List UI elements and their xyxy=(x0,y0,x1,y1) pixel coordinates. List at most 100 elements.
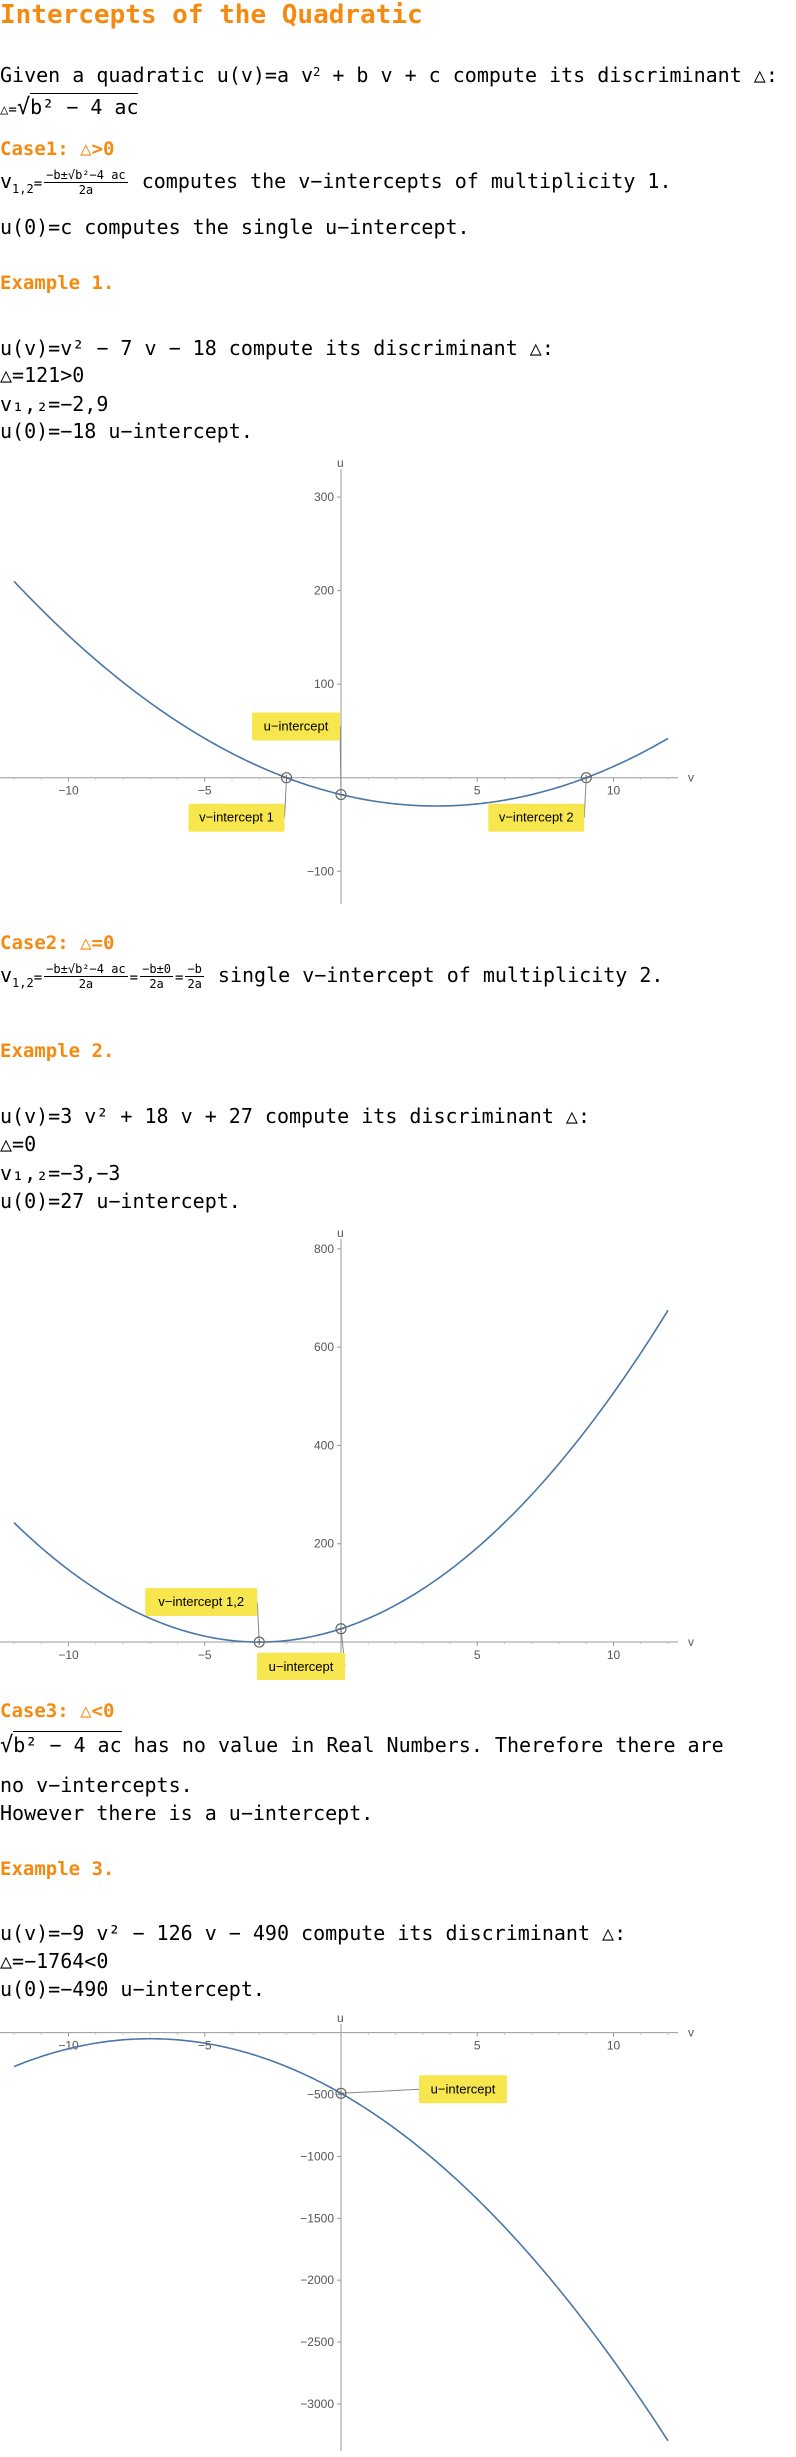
example1-line: u(v)=v² − 7 v − 18 compute its discrimin… xyxy=(0,336,554,360)
case1-heading: Case1: △>0 xyxy=(0,138,115,160)
label-text: u−intercept xyxy=(431,2081,496,2096)
y-tick-label: −2000 xyxy=(300,2273,334,2287)
intercept-label: u−intercept xyxy=(419,2075,507,2104)
x-tick-label: 10 xyxy=(607,1648,621,1662)
discriminant-formula: △=√b² − 4 ac xyxy=(0,93,139,120)
x-axis-label: v xyxy=(688,1635,694,1649)
case3-line3: However there is a u−intercept. xyxy=(0,1801,374,1825)
intercept-marker xyxy=(335,788,347,801)
y-axis-label: u xyxy=(337,456,344,470)
case2-heading: Case2: △=0 xyxy=(0,932,115,954)
intercept-label: u−intercept xyxy=(252,712,340,741)
example1-heading: Example 1. xyxy=(0,272,115,294)
v-label: v xyxy=(0,169,13,193)
intercept-marker xyxy=(335,1623,347,1635)
label-text: v−intercept 1 xyxy=(199,810,274,825)
example2-line: u(v)=3 v² + 18 v + 27 compute its discri… xyxy=(0,1104,591,1128)
y-axis-label: u xyxy=(337,1226,344,1240)
label-box xyxy=(419,2075,507,2104)
intercept-marker xyxy=(280,772,293,784)
example1-line: △=121>0 xyxy=(0,363,85,387)
label-leader xyxy=(583,777,587,818)
intercept-label: v−intercept 1 xyxy=(188,803,285,832)
case1-u0: u(0)=c computes the single u−intercept. xyxy=(0,215,470,239)
intercept-label: u−intercept xyxy=(257,1652,345,1680)
label-box xyxy=(252,712,340,741)
label-leader xyxy=(340,2088,420,2094)
example2-line: u(0)=27 u−intercept. xyxy=(0,1189,241,1213)
chart-example2: v u −10 −5 5 10 200 400 600 800 v−intercept 1,2 u−i… xyxy=(0,1226,694,1680)
case2-text: single v−intercept of multiplicity 2. xyxy=(205,963,664,987)
example3-line: u(0)=−490 u−intercept. xyxy=(0,1977,265,2001)
x-tick-label: −10 xyxy=(58,2039,79,2053)
label-leader xyxy=(284,777,287,818)
intercept-marker xyxy=(335,2087,347,2099)
intercept-marker xyxy=(580,772,592,784)
case1-formula: v1,2= −b±√b²−4 ac 2a computes the v−interc… xyxy=(0,168,672,197)
label-text: v−intercept 2 xyxy=(499,810,574,825)
y-tick-label: −500 xyxy=(307,2088,334,2102)
label-text: v−intercept 1,2 xyxy=(158,1594,244,1609)
x-tick-label: −5 xyxy=(198,2039,212,2053)
example3-line: u(v)=−9 v² − 126 v − 490 compute its dis… xyxy=(0,1921,627,1945)
label-text: u−intercept xyxy=(269,1659,334,1674)
v-sub: 1,2 xyxy=(12,182,34,196)
y-tick-label: −1000 xyxy=(300,2149,334,2163)
example2-line: △=0 xyxy=(0,1132,37,1156)
label-text: u−intercept xyxy=(264,719,329,734)
x-axis-label: v xyxy=(688,771,694,785)
y-tick-label: 300 xyxy=(314,490,334,504)
y-tick-label: −3000 xyxy=(300,2397,334,2411)
example1-line: v₁,₂=−2,9 xyxy=(0,392,109,416)
case2-formula: v1,2= −b±√b²−4 ac 2a = −b±0 2a = −b 2a single v−… xyxy=(0,962,664,991)
x-tick-label: 5 xyxy=(474,1648,481,1662)
y-tick-label: −1500 xyxy=(300,2211,334,2225)
y-tick-label: −2500 xyxy=(300,2335,334,2349)
y-tick-label: 200 xyxy=(314,584,334,598)
y-tick-label: 800 xyxy=(314,1242,334,1256)
case1-text: computes the v−intercepts of multiplicit… xyxy=(129,169,672,193)
y-tick-label: 200 xyxy=(314,1537,334,1551)
x-tick-label: 5 xyxy=(474,2039,481,2053)
x-tick-label: −10 xyxy=(58,784,79,798)
label-leader xyxy=(339,726,342,795)
intercept-label: v−intercept 2 xyxy=(488,803,585,832)
quadratic-fraction: −b±√b²−4 ac 2a xyxy=(44,168,128,197)
example2-heading: Example 2. xyxy=(0,1040,115,1062)
intro-sup: 2 xyxy=(313,65,321,79)
x-tick-label: 10 xyxy=(607,784,621,798)
example2-line: v₁,₂=−3,−3 xyxy=(0,1161,121,1185)
intro-text-b: + b v + c compute its discriminant △: xyxy=(320,63,778,87)
case3-line2: no v−intercepts. xyxy=(0,1773,193,1797)
example3-line: △=−1764<0 xyxy=(0,1949,109,1973)
case3-heading: Case3: △<0 xyxy=(0,1700,115,1722)
label-box xyxy=(145,1588,258,1617)
x-tick-label: −5 xyxy=(198,1648,212,1662)
x-tick-label: −10 xyxy=(58,1648,79,1662)
label-box xyxy=(257,1652,345,1680)
disc-body: b² − 4 ac xyxy=(30,93,139,119)
intercept-label: v−intercept 1,2 xyxy=(145,1588,258,1617)
intercept-marker xyxy=(253,1636,265,1648)
example3-heading: Example 3. xyxy=(0,1858,115,1880)
y-tick-label: 400 xyxy=(314,1438,334,1452)
y-tick-label: 600 xyxy=(314,1340,334,1354)
page-title: Intercepts of the Quadratic xyxy=(0,0,423,30)
y-axis-label: u xyxy=(337,2011,344,2025)
y-tick-label: 100 xyxy=(314,677,334,691)
label-leader xyxy=(256,1602,260,1643)
x-tick-label: −5 xyxy=(198,784,212,798)
example1-line: u(0)=−18 u−intercept. xyxy=(0,419,253,443)
label-box xyxy=(488,803,585,832)
x-axis-label: v xyxy=(688,2026,694,2040)
case3-radicand: b² − 4 ac xyxy=(13,1731,122,1757)
case3-text: has no value in Real Numbers. Therefore … xyxy=(121,1733,724,1757)
intro-text-a: Given a quadratic u(v)=a v xyxy=(0,63,314,87)
x-tick-label: 10 xyxy=(607,2039,621,2053)
chart-example1: v u −10 −5 5 10 −100 100 200 300 v−intercept 1 v−in… xyxy=(0,456,694,904)
chart-example3: v u −10 −5 5 10 −500 −1000 −1500 −2000 −2500 −3000 u… xyxy=(0,2011,694,2451)
label-box xyxy=(188,803,285,832)
case3-line1: √b² − 4 ac has no value in Real Numbers.… xyxy=(0,1731,724,1758)
y-tick-label: −100 xyxy=(307,864,334,878)
intro-line: Given a quadratic u(v)=a v2 + b v + c co… xyxy=(0,62,778,89)
